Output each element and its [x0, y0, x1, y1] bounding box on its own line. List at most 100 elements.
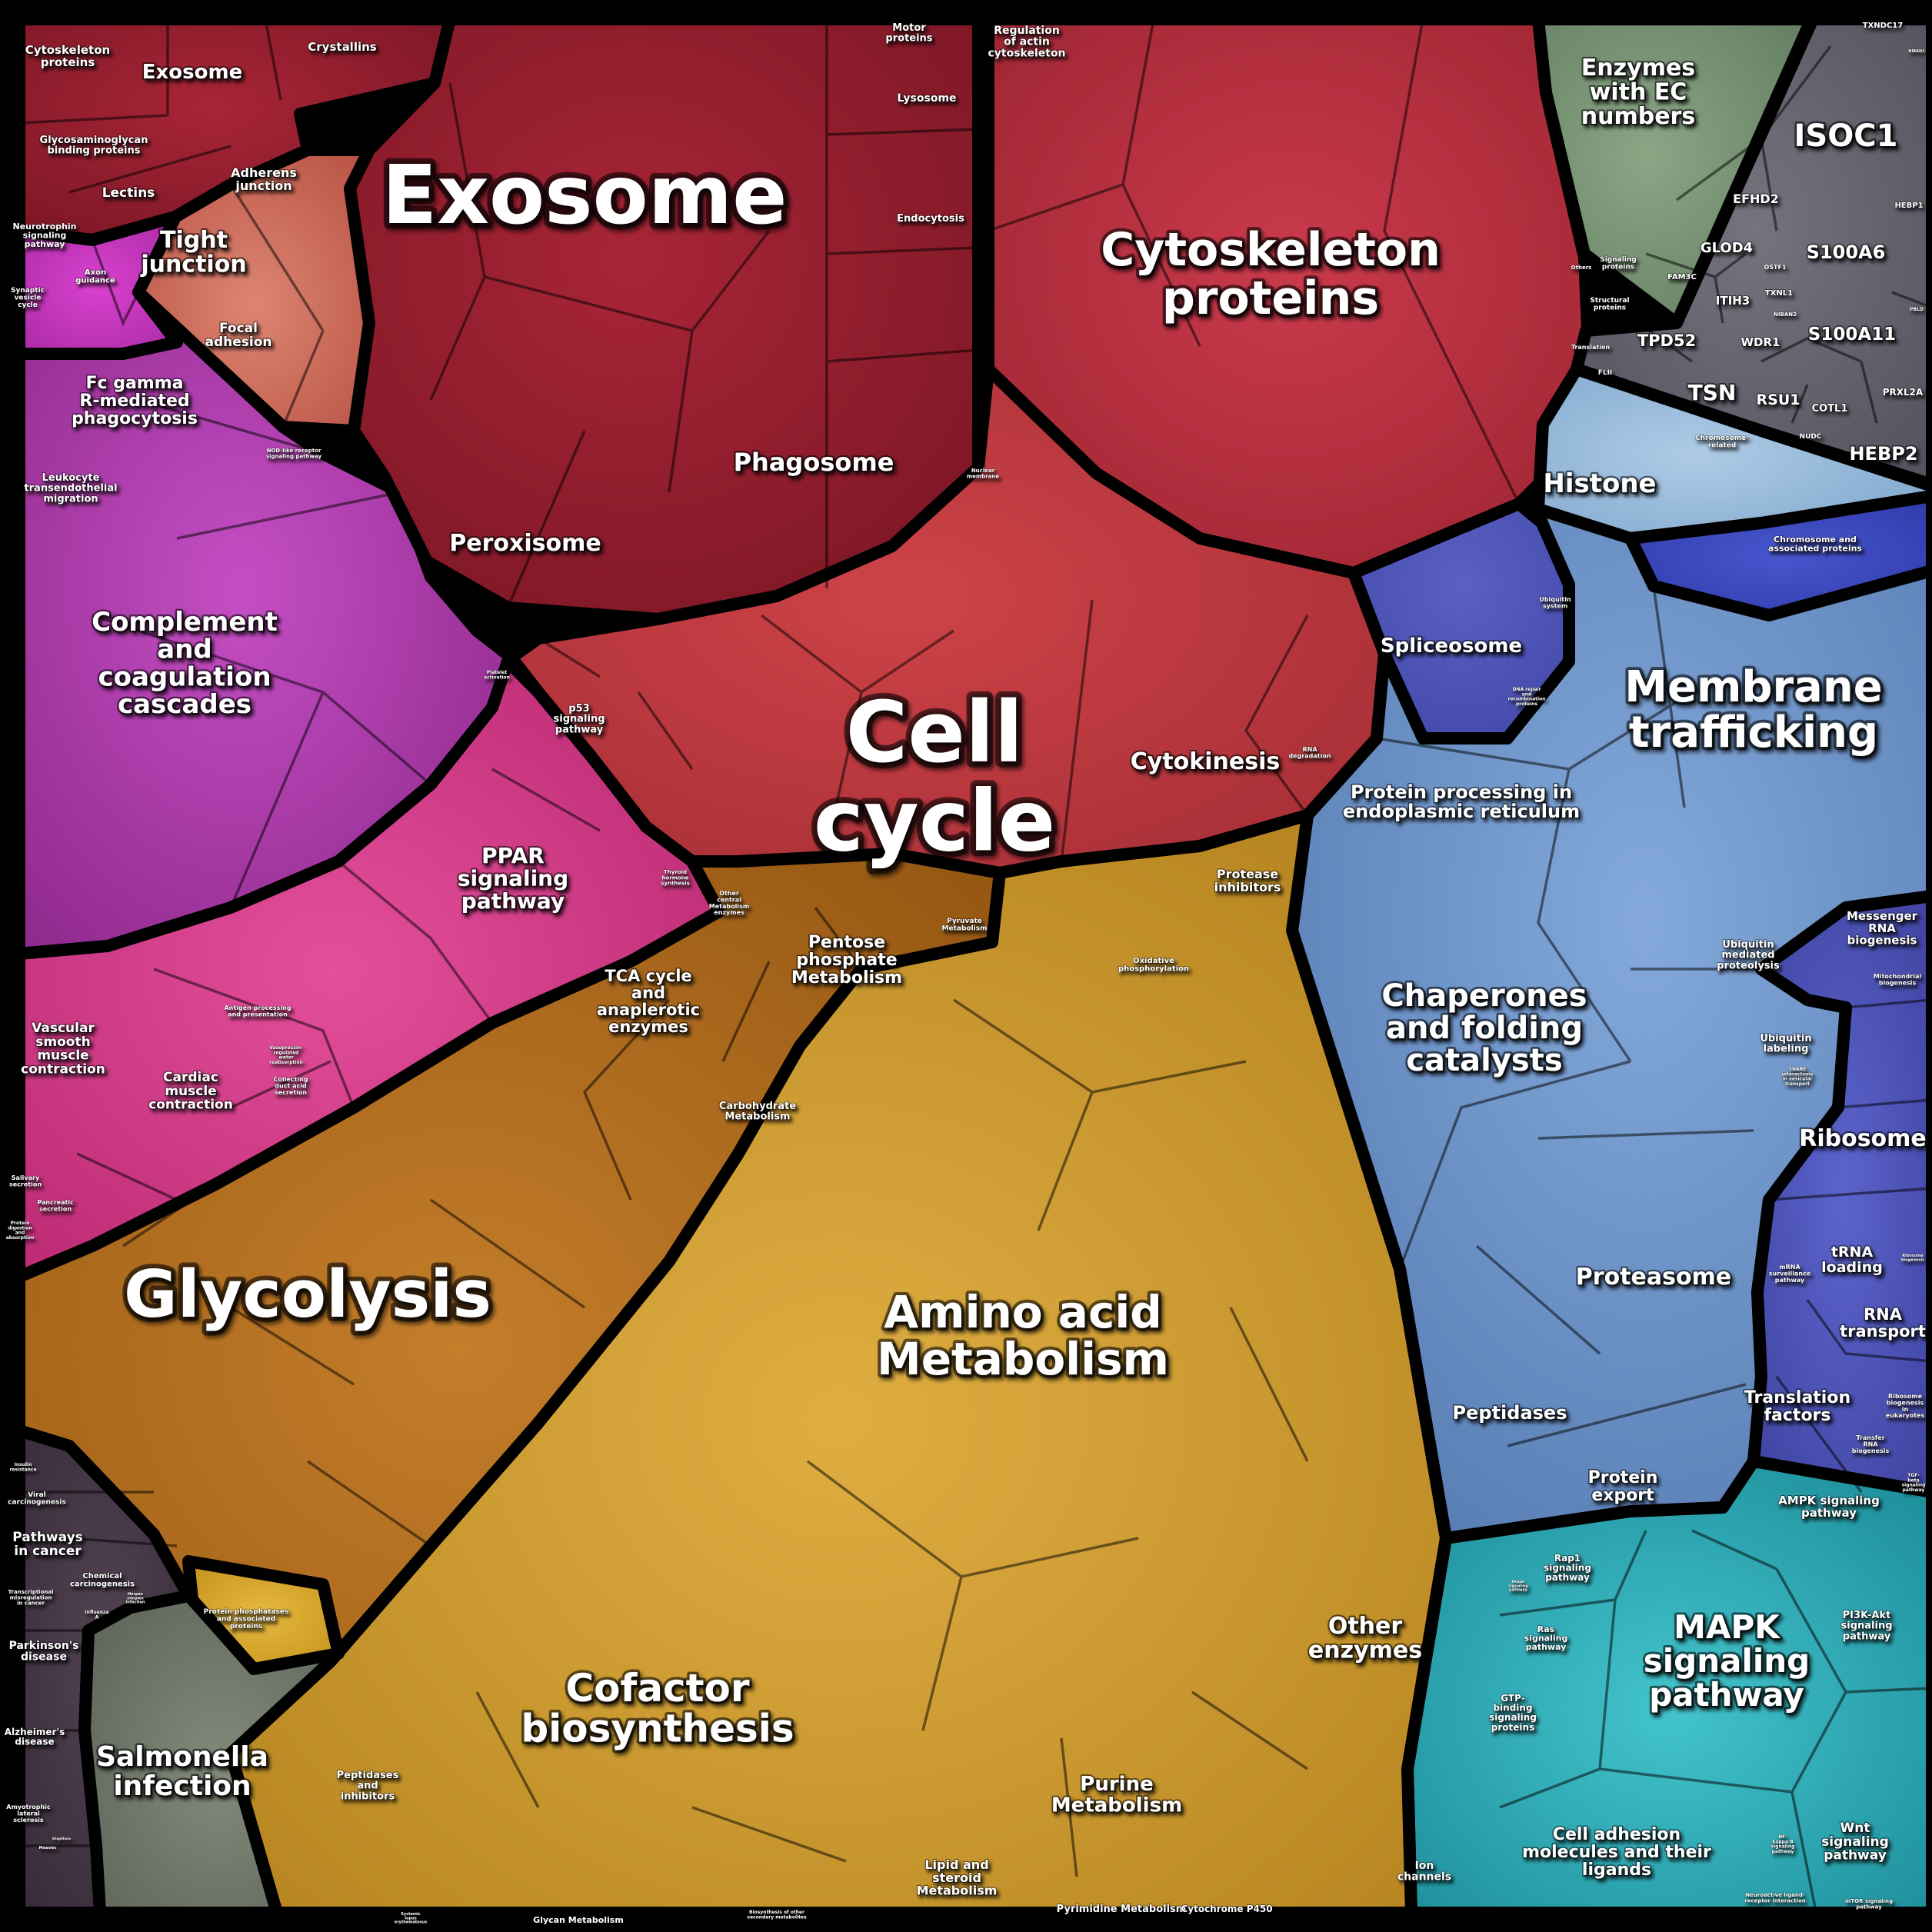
label-pbld: PBLD [1910, 307, 1924, 312]
label-protein-export: Protein export [1588, 1468, 1658, 1505]
label-amyotrophic: Amyotrophic lateral sclerosis [6, 1804, 51, 1824]
label-axon-guidance: Axon guidance [75, 268, 115, 285]
label-ostf1: OSTF1 [1764, 264, 1786, 271]
label-s100a6: S100A6 [1807, 242, 1886, 263]
label-proteasome: Proteasome [1576, 1264, 1731, 1291]
label-vasopressin: Vasopressin-regulated water reabsorption [269, 1045, 303, 1065]
subdivision-lines-blue [1376, 585, 1761, 1447]
label-efhd2: EFHD2 [1733, 192, 1779, 206]
label-trna-loading: tRNA loading [1821, 1244, 1883, 1276]
label-tgf-beta: TGF-beta signaling pathway [1902, 1473, 1926, 1493]
label-signaling-proteins: Signaling proteins [1600, 256, 1637, 271]
label-hebp2: HEBP2 [1849, 443, 1917, 465]
label-collecting-duct: Collecting duct acid secretion [273, 1076, 308, 1096]
label-pyrimidine: Pyrimidine Metabolism [1057, 1904, 1187, 1915]
label-dna-repair: DNA repair and recombination proteins [1508, 687, 1546, 707]
label-measles: Measles [39, 1846, 57, 1850]
label-tpd52: TPD52 [1637, 331, 1696, 350]
label-carbohydrate: Carbohydrate Metabolism [719, 1101, 796, 1123]
label-complement: Complement and coagulation cascades [92, 607, 278, 720]
label-gtp-binding: GTP-binding signaling proteins [1489, 1693, 1537, 1733]
label-pyruvate: Pyruvate Metabolism [942, 918, 988, 932]
label-txndc17: TXNDC17 [1863, 22, 1903, 30]
subdivision-lines-gray [1637, 45, 1932, 424]
label-vascular-smooth: Vascular smooth muscle contraction [21, 1021, 105, 1078]
region-protein-phosphatases[interactable] [182, 1555, 345, 1675]
label-biosynthesis-secondary: Biosynthesis of other secondary metabolit… [747, 1910, 807, 1920]
label-others: Others [1571, 265, 1592, 271]
label-cofactor: Cofactor biosynthesis [521, 1666, 794, 1751]
subdivision-lines-exosome [429, 19, 979, 608]
label-translation-factors: Translation factors [1744, 1388, 1850, 1425]
label-rna-transport: RNA transport [1840, 1305, 1926, 1341]
label-membrane-trafficking: Membrane trafficking [1624, 662, 1882, 758]
label-thyroid-hormone: Thyroid hormone synthesis [661, 869, 690, 887]
label-nuclear-membrane: Nuclear membrane [967, 468, 1000, 479]
label-p53: p53 signaling pathway [554, 703, 605, 735]
label-protease-inhibitors: Protease inhibitors [1214, 867, 1281, 894]
label-salmonella: Salmonella infection [96, 1741, 268, 1802]
label-enzymes-ec: Enzymes with EC numbers [1581, 55, 1695, 130]
label-pi3k-akt: PI3K-Akt signaling pathway [1841, 1610, 1893, 1642]
label-cell-adhesion: Cell adhesion molecules and their ligands [1522, 1825, 1711, 1880]
label-amino-acid: Amino acid Metabolism [877, 1286, 1169, 1385]
label-mrna-surveillance: mRNA surveillance pathway [1769, 1264, 1811, 1284]
label-spliceosome: Spliceosome [1381, 635, 1522, 658]
label-other-central: Other central Metabolism enzymes [709, 890, 749, 916]
label-hebp1: HEBP1 [1894, 202, 1923, 210]
subdivision-lines-teal [1499, 1529, 1932, 1908]
label-leukocyte: Leukocyte transendothelial migration [24, 472, 117, 505]
label-transcriptional-misregulation: Transcriptional misregulation in cancer [8, 1589, 53, 1607]
label-peptidases-inhibitors: Peptidases and inhibitors [337, 1770, 399, 1802]
label-insulin-resistance: Insulin resistance [9, 1462, 36, 1472]
label-rsu1: RSU1 [1757, 391, 1800, 408]
label-glycan: Glycan Metabolism [533, 1915, 624, 1925]
label-synaptic-vesicle: Synaptic vesicle cycle [11, 287, 45, 309]
label-histone: Histone [1543, 468, 1656, 499]
label-cytochrome-p450: Cytochrome P450 [1181, 1904, 1272, 1914]
label-hippo: Hippo signaling pathway [1508, 1580, 1528, 1593]
label-cytoskeleton-big: Cytoskeleton proteins [1101, 223, 1441, 325]
label-alzheimers: Alzheimer's disease [5, 1727, 65, 1747]
label-nudc: NUDC [1800, 433, 1822, 441]
subdivision-lines-dark [19, 1491, 178, 1847]
label-protein-digestion: Protein digestion and absorption [6, 1221, 35, 1241]
label-exosome-big: Exosome [382, 148, 788, 242]
label-other-enzymes: Other enzymes [1308, 1613, 1422, 1664]
label-glycolysis: Glycolysis [124, 1257, 491, 1333]
label-endocytosis: Endocytosis [897, 213, 964, 225]
label-influenza: Influenza A [85, 1610, 108, 1620]
label-lipid-steroid: Lipid and steroid Metabolism [917, 1857, 998, 1898]
region-exosome-group[interactable] [344, 13, 984, 625]
region-enzymes-ec[interactable] [1532, 13, 1817, 329]
label-transfer-rna: Transfer RNA biogenesis [1852, 1434, 1890, 1454]
subdivision-lines-pink [76, 768, 601, 1247]
label-tsn: TSN [1688, 380, 1737, 405]
label-cytokinesis: Cytokinesis [1131, 748, 1280, 775]
label-s100a11: S100A11 [1808, 325, 1896, 345]
label-rap1: Rap1 signaling pathway [1544, 1553, 1591, 1583]
label-ppar: PPAR signaling pathway [458, 843, 568, 914]
label-flii: FLII [1598, 369, 1613, 377]
label-parkinsons: Parkinson's disease [9, 1640, 79, 1664]
label-salivary: Salivary secretion [9, 1174, 42, 1188]
label-peptidases-blue: Peptidases [1453, 1402, 1567, 1424]
label-niban1: NIBAN1 [1908, 49, 1925, 54]
label-purine: Purine Metabolism [1051, 1773, 1182, 1817]
label-protein-phosphatases: Protein phosphatases and associated protei… [204, 1608, 289, 1631]
label-tight-junction: Tight junction [140, 227, 246, 278]
label-ubiquitin-system: Ubiquitin system [1539, 596, 1571, 609]
label-ribosome-biogenesis-small: Ribosome biogenesis [1901, 1254, 1924, 1262]
region-uncharacterized-gray[interactable] [1571, 13, 1932, 491]
label-cardiac-muscle: Cardiac muscle contraction [148, 1070, 233, 1113]
label-niban2: NIBAN2 [1774, 311, 1797, 318]
label-neurotrophin: Neurotrophin signaling pathway [12, 222, 76, 249]
label-itih3: ITIH3 [1716, 294, 1750, 308]
label-pentose-phosphate: Pentose phosphate Metabolism [791, 933, 902, 988]
label-pathways-cancer: Pathways in cancer [12, 1530, 83, 1559]
label-pancreatic: Pancreatic secretion [37, 1199, 74, 1212]
label-mtor: mTOR signaling pathway [1845, 1898, 1893, 1910]
label-structural-proteins: Structural proteins [1590, 297, 1629, 311]
subdivision-lines-purple [92, 398, 432, 908]
